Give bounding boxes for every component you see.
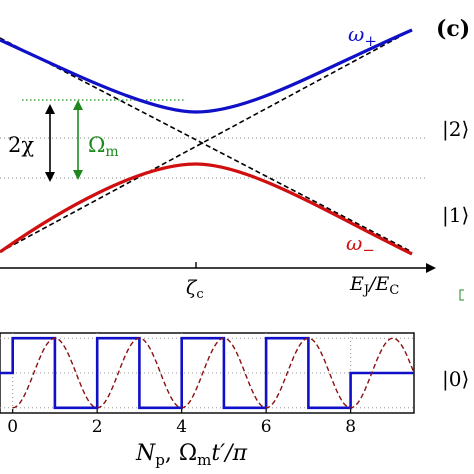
state-2-label: |2⟩ [442, 117, 469, 142]
omega-minus-label: ω− [346, 231, 375, 259]
x-tick-label-2: 2 [92, 417, 103, 437]
state-1-label: |1⟩ [442, 203, 469, 228]
panel-c-label: (c) [436, 16, 470, 42]
dashed-asymptote-rising [0, 29, 413, 253]
zeta-c-label: ζc [186, 277, 204, 302]
drive-x-ticks: 0 2 4 6 8 [7, 409, 356, 437]
energy-panel: 2χ Ωm ω+ ω− ζc EJ/EC [0, 22, 436, 302]
omega-m-arrowhead-down [73, 170, 83, 180]
x-tick-label-4: 4 [176, 417, 187, 437]
x-tick-label-0: 0 [7, 417, 18, 437]
omega-m-arrowhead-up [73, 100, 83, 110]
energy-x-axis-arrowhead [426, 263, 436, 273]
omega-plus-label: ω+ [348, 22, 377, 50]
two-chi-arrowhead-up [45, 104, 55, 114]
square-wave-series [0, 336, 414, 410]
drive-x-axis-label: Np, Ωmt′/π [135, 441, 248, 469]
energy-x-axis-label: EJ/EC [349, 273, 399, 298]
dashed-asymptote-falling [0, 37, 413, 253]
x-tick-label-8: 8 [345, 417, 356, 437]
two-chi-arrowhead-down [45, 172, 55, 182]
drive-series [0, 336, 415, 410]
side-panel-c: (c) |2⟩ |1⟩ |0⟩ [436, 16, 470, 392]
drive-panel: 0 2 4 6 8 Np, Ωmt′/π [0, 332, 415, 469]
omega-plus-curve [0, 28, 413, 114]
two-chi-label: 2χ [8, 133, 34, 157]
state-0-label: |0⟩ [442, 367, 469, 392]
omega-minus-curve [0, 162, 413, 256]
green-bracket-fragment [459, 289, 464, 301]
omega-m-label: Ωm [88, 133, 119, 160]
x-tick-label-6: 6 [261, 417, 272, 437]
